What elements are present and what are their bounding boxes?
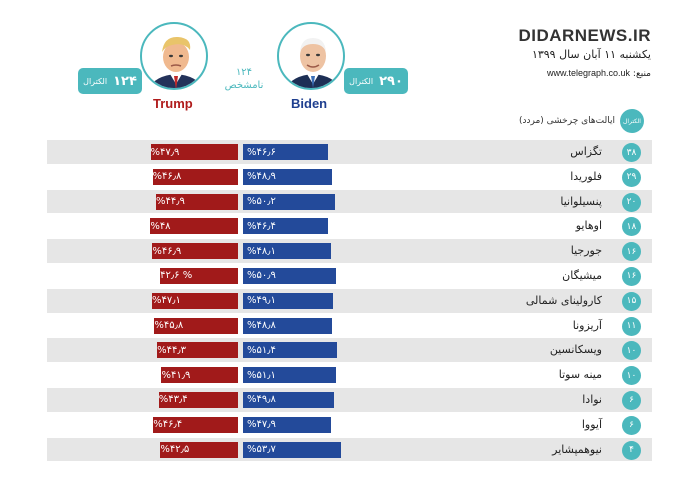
biden-electoral-label: الکترال xyxy=(349,76,374,86)
biden-bar: %۴۷٫۹ xyxy=(243,416,331,433)
state-row: % ۴۲٫۶ %۵۰٫۹ میشیگان ۱۶ xyxy=(47,263,652,289)
state-name: جورجیا xyxy=(570,244,602,258)
trump-bar: %۴۶٫۴ xyxy=(153,416,238,433)
state-electoral-votes: ۲۹ xyxy=(622,167,641,187)
biden-portrait xyxy=(277,22,345,90)
trump-electoral-badge: ۱۲۴ الکترال xyxy=(78,68,142,94)
state-row: %۴۶٫۹ %۴۸٫۱ جورجیا ۱۶ xyxy=(47,239,652,264)
biden-bar: %۵۱٫۱ xyxy=(243,367,337,384)
state-electoral-votes: ۱۰ xyxy=(622,341,641,361)
state-electoral-votes: ۶ xyxy=(622,415,641,435)
state-row: %۴۱٫۹ %۵۱٫۱ مینه سوتا ۱۰ xyxy=(47,363,652,388)
undecided-block: ۱۲۴ نامشخص xyxy=(213,66,275,92)
state-name: کارولینای شمالی xyxy=(525,293,602,307)
state-name: آریزونا xyxy=(572,318,602,332)
state-electoral-votes: ۶ xyxy=(622,390,641,410)
state-row: %۴۶٫۸ %۴۸٫۹ فلوریدا ۲۹ xyxy=(47,164,652,190)
trump-bar: %۴۲٫۵ xyxy=(160,441,238,458)
trump-bar: %۴۸ xyxy=(150,218,238,235)
state-electoral-votes: ۱۶ xyxy=(622,242,641,262)
source-url[interactable]: www.telegraph.co.uk xyxy=(547,68,631,78)
state-electoral-votes: ۱۶ xyxy=(622,266,641,286)
source-line: منبع: www.telegraph.co.uk xyxy=(547,68,651,79)
state-name: اوهایو xyxy=(575,219,602,233)
trump-bar: %۴۶٫۹ xyxy=(152,243,238,260)
state-row: %۴۲٫۵ %۵۳٫۷ نیوهمپشایر ۴ xyxy=(47,437,652,463)
trump-bar: %۴۷٫۹ xyxy=(150,144,238,160)
site-name: DIDARNEWS.IR xyxy=(518,26,651,45)
state-row: %۴۵٫۸ %۴۸٫۸ آریزونا ۱۱ xyxy=(47,313,652,339)
state-name: میشیگان xyxy=(562,268,602,282)
biden-bar: %۵۱٫۴ xyxy=(243,342,337,359)
state-row: %۴۴٫۳ %۵۱٫۴ ویسکانسین ۱۰ xyxy=(47,338,652,364)
date-line: یکشنبه ۱۱ آبان سال ۱۳۹۹ xyxy=(531,48,651,61)
trump-electoral-votes: ۱۲۴ xyxy=(113,73,137,89)
state-name: پنسیلوانیا xyxy=(560,194,602,208)
state-row: %۴۶٫۴ %۴۷٫۹ آیووا ۶ xyxy=(47,412,652,438)
state-name: تگزاس xyxy=(570,145,602,158)
state-name: فلوریدا xyxy=(570,169,602,183)
biden-bar: %۴۶٫۶ xyxy=(243,144,329,160)
biden-bar: %۴۹٫۸ xyxy=(243,391,334,408)
state-electoral-votes: ۴ xyxy=(622,440,641,460)
biden-bar: %۴۹٫۱ xyxy=(243,292,333,309)
biden-bar: %۵۳٫۷ xyxy=(243,441,342,458)
trump-bar: %۴۳٫۴ xyxy=(158,391,238,408)
state-electoral-votes: ۲۰ xyxy=(622,192,641,212)
biden-bar: %۴۶٫۴ xyxy=(243,218,328,235)
trump-bar: %۴۴٫۳ xyxy=(157,342,238,359)
state-electoral-votes: ۱۵ xyxy=(622,291,641,311)
biden-bar: %۵۰٫۲ xyxy=(243,193,335,210)
states-column-header: ایالت‌های چرخشی (مردد) xyxy=(518,116,615,126)
state-row: %۴۷٫۱ %۴۹٫۱ کارولینای شمالی ۱۵ xyxy=(47,288,652,314)
trump-bar: %۴۷٫۱ xyxy=(151,292,238,309)
electoral-column-icon: الکترال xyxy=(620,109,644,133)
trump-name: Trump xyxy=(153,96,193,111)
state-electoral-votes: ۱۸ xyxy=(622,217,641,237)
state-row: %۴۴٫۹ %۵۰٫۲ پنسیلوانیا ۲۰ xyxy=(47,189,652,215)
state-name: ویسکانسین xyxy=(549,343,602,357)
biden-electoral-badge: ۲۹۰ الکترال xyxy=(344,68,408,94)
state-electoral-votes: ۳۸ xyxy=(622,143,641,162)
state-electoral-votes: ۱۰ xyxy=(622,366,641,386)
undecided-label: نامشخص xyxy=(224,80,264,91)
swing-states-table: %۴۷٫۹ %۴۶٫۶ تگزاس ۳۸ %۴۶٫۸ %۴۸٫۹ فلوریدا ۲۹ %۴۴٫… xyxy=(47,140,652,463)
state-name: نیوهمپشایر xyxy=(552,442,602,456)
trump-bar: %۴۵٫۸ xyxy=(154,317,238,334)
source-label: منبع: xyxy=(632,69,651,79)
undecided-count: ۱۲۴ xyxy=(235,67,253,78)
biden-electoral-votes: ۲۹۰ xyxy=(379,73,403,89)
biden-name: Biden xyxy=(291,96,328,111)
trump-bar: %۴۴٫۹ xyxy=(155,193,238,210)
trump-bar: %۴۱٫۹ xyxy=(161,367,238,384)
biden-bar: %۴۸٫۸ xyxy=(243,317,333,334)
trump-portrait xyxy=(140,22,208,90)
trump-bar: % ۴۲٫۶ xyxy=(160,267,238,284)
trump-bar: %۴۶٫۸ xyxy=(152,168,238,185)
trump-electoral-label: الکترال xyxy=(83,76,108,86)
state-name: مینه سوتا xyxy=(558,368,602,382)
state-name: نوادا xyxy=(582,392,602,406)
biden-bar: %۵۰٫۹ xyxy=(243,267,336,284)
state-electoral-votes: ۱۱ xyxy=(622,316,641,336)
state-row: %۴۳٫۴ %۴۹٫۸ نوادا ۶ xyxy=(47,387,652,413)
state-row: %۴۸ %۴۶٫۴ اوهایو ۱۸ xyxy=(47,214,652,240)
biden-bar: %۴۸٫۹ xyxy=(243,168,333,185)
biden-bar: %۴۸٫۱ xyxy=(243,243,331,260)
state-name: آیووا xyxy=(581,417,602,431)
state-row: %۴۷٫۹ %۴۶٫۶ تگزاس ۳۸ xyxy=(47,140,652,165)
